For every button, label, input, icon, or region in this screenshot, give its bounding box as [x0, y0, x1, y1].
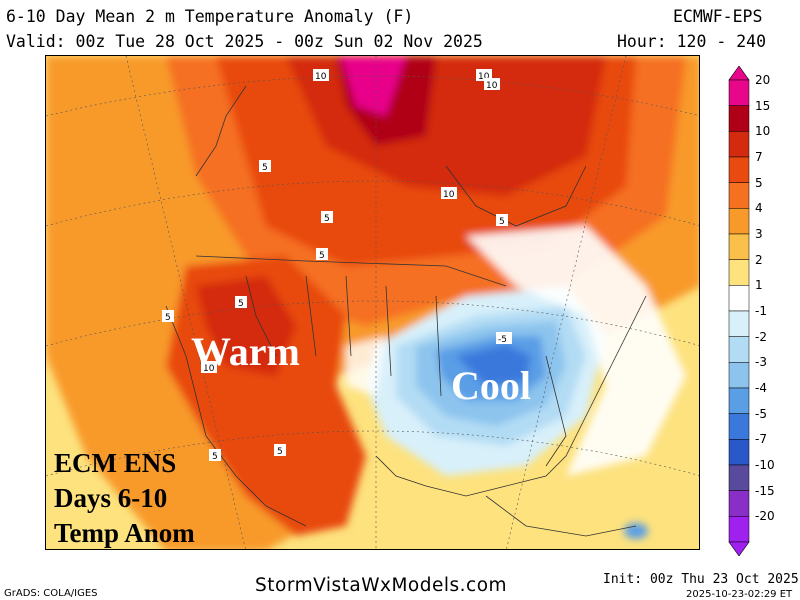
legend-swatch	[728, 105, 750, 132]
contour-label: 5	[235, 296, 247, 309]
legend-arrow-bottom	[728, 541, 750, 557]
legend-swatch	[728, 362, 750, 389]
legend-swatch	[728, 208, 750, 235]
color-legend	[728, 65, 750, 560]
legend-swatch	[728, 182, 750, 209]
generated-time: 2025-10-23-02:29 ET	[686, 589, 793, 600]
contour-label: 10	[201, 361, 217, 374]
legend-label: 20	[755, 73, 771, 87]
temperature-anomaly-map: 10 10 10 10 5 5 5 5 5 5 10 5 5 -5 Warm C…	[45, 55, 700, 550]
contour-label: 5	[209, 449, 221, 462]
legend-swatch	[728, 490, 750, 517]
valid-period: Valid: 00z Tue 28 Oct 2025 - 00z Sun 02 …	[6, 32, 483, 51]
legend-swatch	[728, 310, 750, 337]
legend-swatch	[728, 336, 750, 363]
ecm-label-line-2: Days 6-10	[54, 483, 168, 513]
contour-label: -5	[496, 332, 512, 345]
ecm-label-line-1: ECM ENS	[54, 448, 177, 478]
cool-label: Cool	[451, 363, 531, 408]
legend-swatch	[728, 79, 750, 106]
legend-label: 7	[755, 150, 763, 164]
legend-label: -5	[755, 406, 767, 421]
ecm-label-line-3: Temp Anom	[54, 518, 195, 548]
legend-label: -20	[755, 509, 775, 524]
legend-label: -4	[755, 381, 767, 395]
contour-label: 5	[321, 211, 333, 224]
forecast-hours: Hour: 120 - 240	[617, 32, 767, 51]
coastlines	[165, 85, 647, 537]
svg-text:5: 5	[165, 313, 171, 323]
legend-bar	[728, 65, 750, 557]
svg-text:10: 10	[315, 72, 327, 82]
legend-swatch	[728, 516, 750, 543]
contour-label: 5	[274, 444, 286, 457]
legend-label: -7	[755, 432, 767, 447]
credit-text: GrADS: COLA/IGES	[4, 588, 98, 599]
legend-label: -2	[755, 329, 767, 344]
legend-label: 3	[755, 227, 763, 241]
svg-text:10: 10	[443, 190, 455, 200]
svg-text:5: 5	[319, 251, 325, 261]
legend-swatch	[728, 233, 750, 260]
legend-label: 4	[755, 201, 763, 216]
legend-label: -1	[755, 304, 767, 318]
svg-text:10: 10	[203, 364, 215, 374]
contour-labels: 10 10 10 10 5 5 5 5 5 5 10 5 5 -5	[162, 69, 512, 462]
svg-text:10: 10	[478, 72, 490, 82]
legend-label: 5	[755, 175, 763, 190]
legend-swatch	[728, 464, 750, 491]
legend-label: -15	[755, 483, 775, 498]
legend-label: 10	[755, 124, 771, 139]
warm-label: Warm	[191, 329, 300, 374]
legend-label: -3	[755, 355, 767, 370]
init-time: Init: 00z Thu 23 Oct 2025	[603, 572, 799, 587]
legend-swatch	[728, 156, 750, 183]
legend-swatch	[728, 259, 750, 286]
svg-text:5: 5	[212, 452, 218, 462]
legend-swatch	[728, 413, 750, 440]
site-name: StormVistaWxModels.com	[255, 575, 508, 596]
legend-label: 2	[755, 252, 763, 267]
legend-swatch	[728, 131, 750, 158]
legend-swatch	[728, 439, 750, 466]
contour-label: 5	[496, 214, 508, 227]
svg-text:5: 5	[238, 299, 244, 309]
svg-text:5: 5	[499, 217, 505, 227]
legend-swatch	[728, 285, 750, 312]
map-title: 6-10 Day Mean 2 m Temperature Anomaly (F…	[6, 7, 414, 26]
svg-text:5: 5	[324, 214, 330, 224]
svg-text:5: 5	[262, 163, 268, 173]
contour-label: 5	[259, 160, 271, 173]
legend-swatch	[728, 387, 750, 414]
legend-label: -10	[755, 458, 775, 472]
svg-text:10: 10	[486, 81, 498, 91]
legend-label: 1	[755, 278, 763, 293]
contour-label: 10	[441, 187, 457, 200]
contour-label: 5	[162, 310, 174, 323]
model-name: ECMWF-EPS	[673, 7, 763, 26]
graticule	[46, 56, 699, 549]
contour-label: 10	[484, 78, 500, 91]
legend-arrow-top	[728, 65, 750, 81]
svg-text:-5: -5	[498, 335, 507, 345]
contour-label: 10	[313, 69, 329, 82]
svg-text:5: 5	[277, 447, 283, 457]
anomaly-map-svg: 10 10 10 10 5 5 5 5 5 5 10 5 5 -5	[46, 56, 699, 549]
legend-label: 15	[755, 98, 771, 113]
contour-label: 5	[316, 248, 328, 261]
